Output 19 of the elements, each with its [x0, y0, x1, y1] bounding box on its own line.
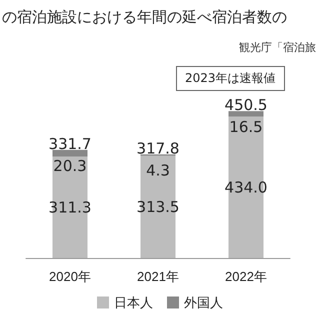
x-tick-label: 2021年 [137, 269, 179, 284]
total-label: 450.5 [224, 96, 268, 114]
chart-title: の宿泊施設における年間の延べ宿泊者数の [2, 8, 287, 27]
data-label: 311.3 [48, 198, 92, 216]
text: 2023年は速報値 [176, 66, 285, 91]
data-label: 16.5 [229, 118, 263, 136]
bar [228, 111, 264, 117]
x-tick-label: 2022年 [225, 269, 267, 284]
data-label: 434.0 [224, 178, 268, 196]
x-tick-label: 2020年 [49, 269, 91, 284]
legend-label: 日本人 [114, 295, 153, 310]
text: 観光庁「宿泊旅 [239, 40, 316, 55]
data-label: 4.3 [146, 161, 170, 180]
legend-label: 外国人 [184, 295, 223, 310]
data-label: 20.3 [53, 156, 87, 175]
total-label: 317.8 [136, 139, 180, 158]
bar [52, 150, 88, 157]
data-label: 313.5 [136, 198, 180, 216]
total-label: 331.7 [48, 134, 92, 153]
